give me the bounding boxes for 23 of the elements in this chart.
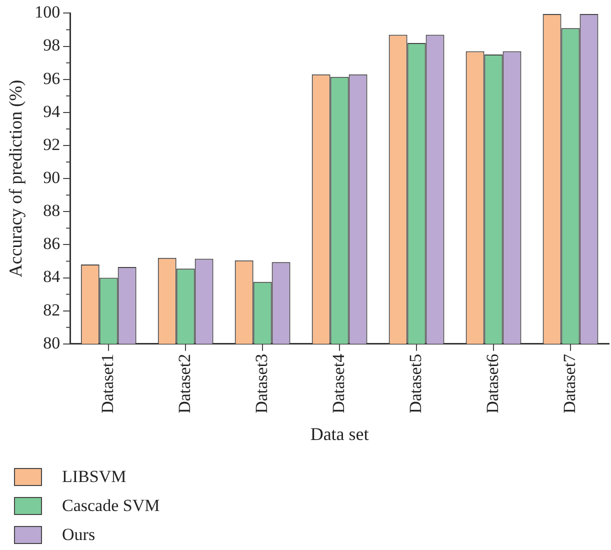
y-tick-label: 100 — [34, 2, 60, 22]
y-axis-title: Accuracy of prediction (%) — [6, 80, 26, 278]
y-tick-label: 80 — [43, 333, 60, 352]
x-tick-label: Dataset7 — [560, 353, 579, 414]
y-tick-label: 92 — [43, 134, 60, 154]
y-tick-label: 88 — [43, 201, 60, 220]
x-tick-label: Dataset3 — [252, 354, 272, 414]
y-tick-label: 84 — [43, 267, 61, 286]
x-tick-label: Dataset1 — [98, 354, 118, 414]
y-tick-label: 94 — [43, 102, 61, 121]
x-tick-label: Dataset2 — [175, 354, 194, 414]
y-tick-label: 96 — [43, 68, 60, 88]
y-tick-label: 86 — [43, 234, 60, 254]
y-tick-label: 90 — [43, 168, 60, 188]
legend-label: LIBSVM — [62, 466, 126, 486]
legend-label: Ours — [62, 524, 96, 544]
x-tick-label: Dataset4 — [329, 353, 348, 414]
y-tick-label: 82 — [43, 300, 60, 320]
x-tick-label: Dataset6 — [482, 354, 502, 414]
legend-label: Cascade SVM — [62, 496, 160, 516]
x-tick-label: Dataset5 — [406, 354, 426, 414]
x-axis-title: Data set — [310, 424, 369, 444]
y-tick-label: 98 — [43, 36, 60, 55]
